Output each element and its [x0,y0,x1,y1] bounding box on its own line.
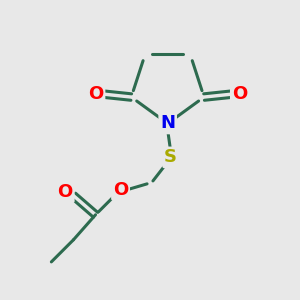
Text: O: O [232,85,247,103]
Text: N: N [160,115,175,133]
Text: O: O [88,85,103,103]
Text: O: O [113,181,128,199]
Text: S: S [164,148,177,166]
Text: O: O [58,183,73,201]
